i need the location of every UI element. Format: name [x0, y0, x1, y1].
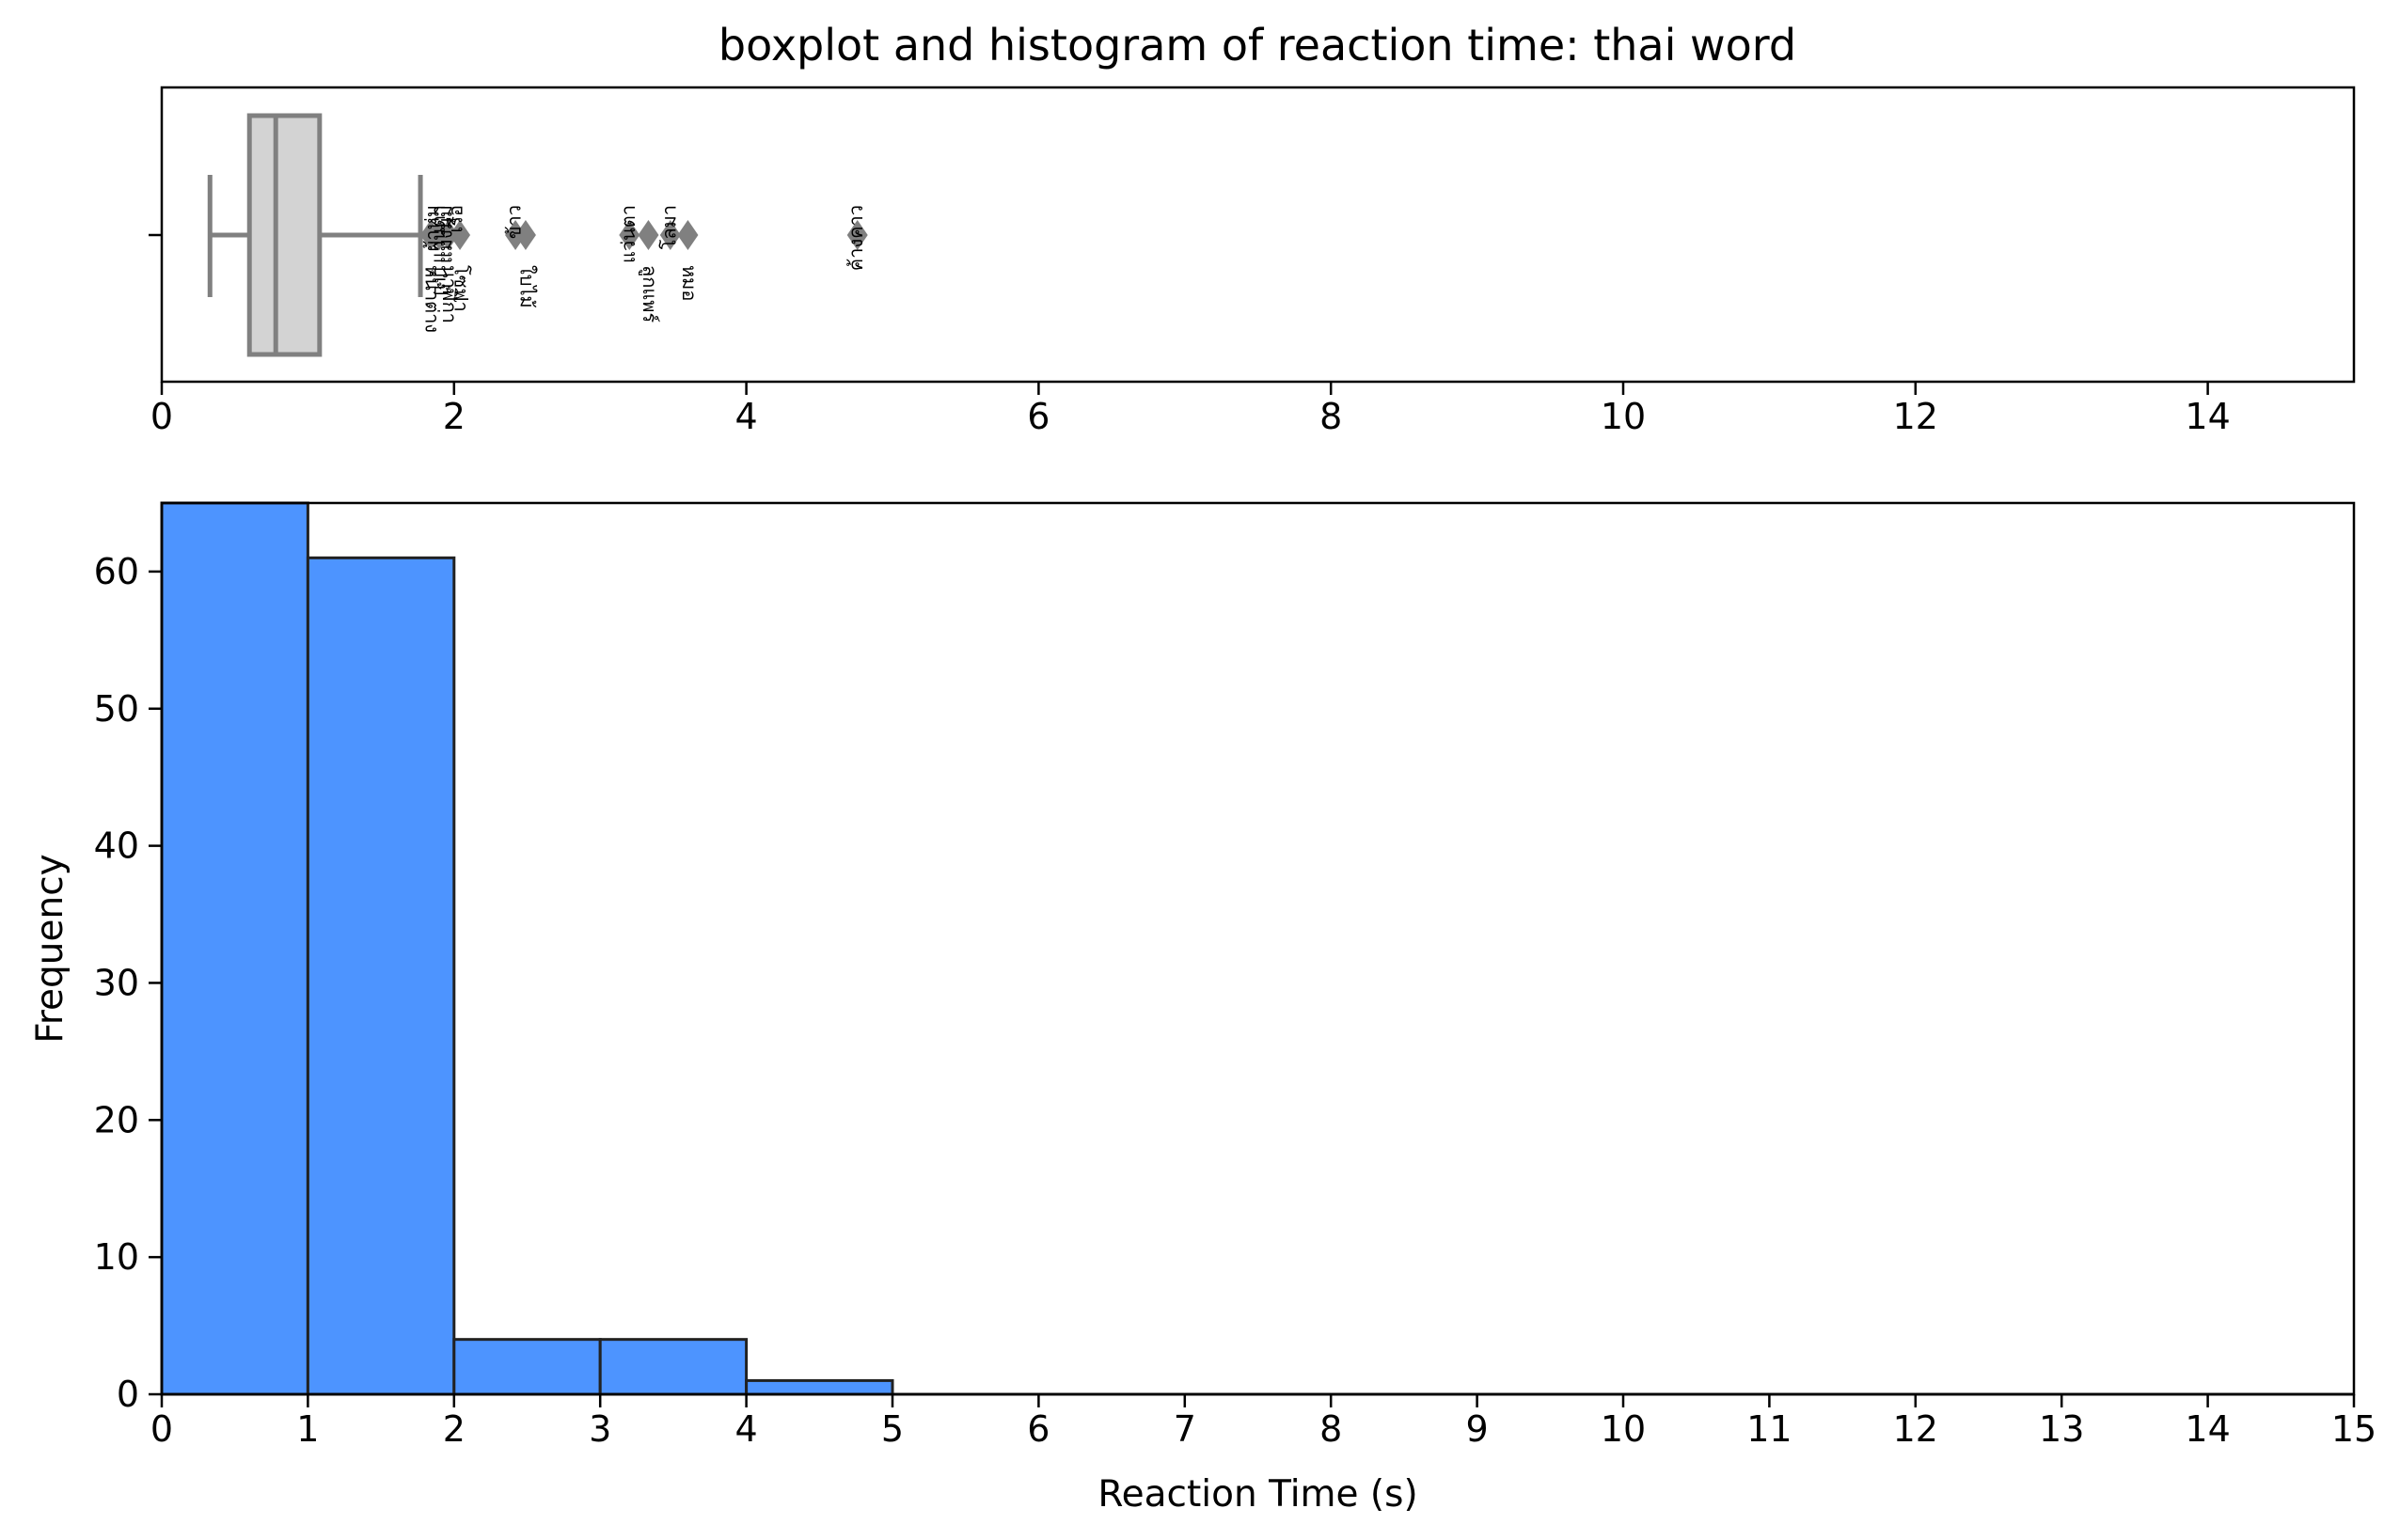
x-tick-label: 5 — [881, 1408, 904, 1450]
outlier-marker — [677, 220, 699, 250]
outlier-label: นาฬิกา — [438, 265, 461, 323]
outlier-marker — [514, 220, 536, 250]
x-tick-label: 0 — [150, 396, 173, 437]
x-tick-label: 10 — [1601, 396, 1646, 437]
histogram-frame — [160, 501, 2356, 1396]
y-tick-label: 10 — [94, 1236, 139, 1278]
outlier-label: ค้างคาว — [845, 205, 867, 271]
histogram-panel: 0 1 2 3 4 5 6 7 8 9 10 11 12 13 14 150102030405060React… — [29, 501, 2376, 1516]
outlier-label: โซฟา — [450, 265, 473, 312]
boxplot-plot-area — [162, 87, 2354, 382]
outlier-label: โลมา — [657, 205, 680, 249]
outlier-label: แมงมุม — [434, 205, 458, 263]
x-tick-label: 6 — [1027, 1408, 1050, 1450]
histogram-bar — [598, 1338, 749, 1396]
x-tick-label: 14 — [2185, 396, 2230, 437]
outlier-marker — [437, 220, 459, 250]
outlier-marker — [619, 220, 640, 250]
x-tick-label: 6 — [1027, 396, 1050, 437]
x-tick-label: 13 — [2039, 1408, 2084, 1450]
x-tick-label: 4 — [735, 396, 758, 437]
outlier-marker — [846, 220, 868, 250]
y-tick-label: 60 — [94, 551, 139, 592]
x-axis-label: Reaction Time (s) — [1097, 1473, 1417, 1516]
x-tick-label: 12 — [1893, 1408, 1938, 1450]
interquartile-box — [246, 113, 323, 357]
x-tick-label: 1 — [296, 1408, 319, 1450]
outlier-marker — [659, 220, 681, 250]
histogram-bar — [452, 1338, 602, 1396]
x-tick-label: 2 — [443, 396, 466, 437]
outlier-label: ใบไม้ — [515, 265, 538, 308]
outlier-label: ลูกแพร์ — [638, 265, 661, 322]
y-tick-label: 50 — [94, 688, 139, 730]
x-tick-label: 0 — [150, 1408, 173, 1450]
chart-title: boxplot and histogram of reaction time: … — [718, 20, 1796, 71]
x-tick-label: 9 — [1466, 1408, 1489, 1450]
x-tick-label: 7 — [1174, 1408, 1196, 1450]
x-tick-label: 10 — [1601, 1408, 1646, 1450]
y-tick-label: 30 — [94, 962, 139, 1003]
outlier-label: ข้าว — [503, 205, 526, 239]
outlier-label: ผ้าห่ม — [421, 205, 444, 251]
x-tick-label: 11 — [1746, 1408, 1792, 1450]
x-tick-label: 3 — [589, 1408, 611, 1450]
histogram-bar — [745, 1378, 894, 1396]
x-tick-label: 8 — [1319, 1408, 1342, 1450]
histogram-bar — [160, 501, 309, 1396]
histogram-plot-area — [162, 503, 2354, 1394]
x-tick-label: 2 — [443, 1408, 466, 1450]
y-tick-label: 0 — [117, 1374, 139, 1415]
x-tick-label: 4 — [735, 1408, 758, 1450]
outlier-label: หมอ — [678, 265, 701, 301]
outlier-label: ปูเป้ — [429, 265, 452, 295]
y-tick-label: 20 — [94, 1099, 139, 1140]
x-tick-label: 15 — [2331, 1408, 2376, 1450]
outlier-label: แว่นตา — [617, 205, 639, 263]
outlier-marker — [450, 220, 471, 250]
x-tick-label: 14 — [2185, 1408, 2230, 1450]
x-tick-label: 8 — [1319, 396, 1342, 437]
y-tick-label: 40 — [94, 825, 139, 867]
outlier-label: หน้าต่าง — [420, 265, 443, 333]
x-tick-label: 12 — [1893, 396, 1938, 437]
histogram-bar — [306, 556, 456, 1396]
y-axis-label: Frequency — [29, 854, 71, 1043]
outlier-label: เรือ — [444, 205, 466, 233]
outlier-marker — [638, 220, 659, 250]
outlier-label: แว่นตา — [427, 205, 450, 263]
